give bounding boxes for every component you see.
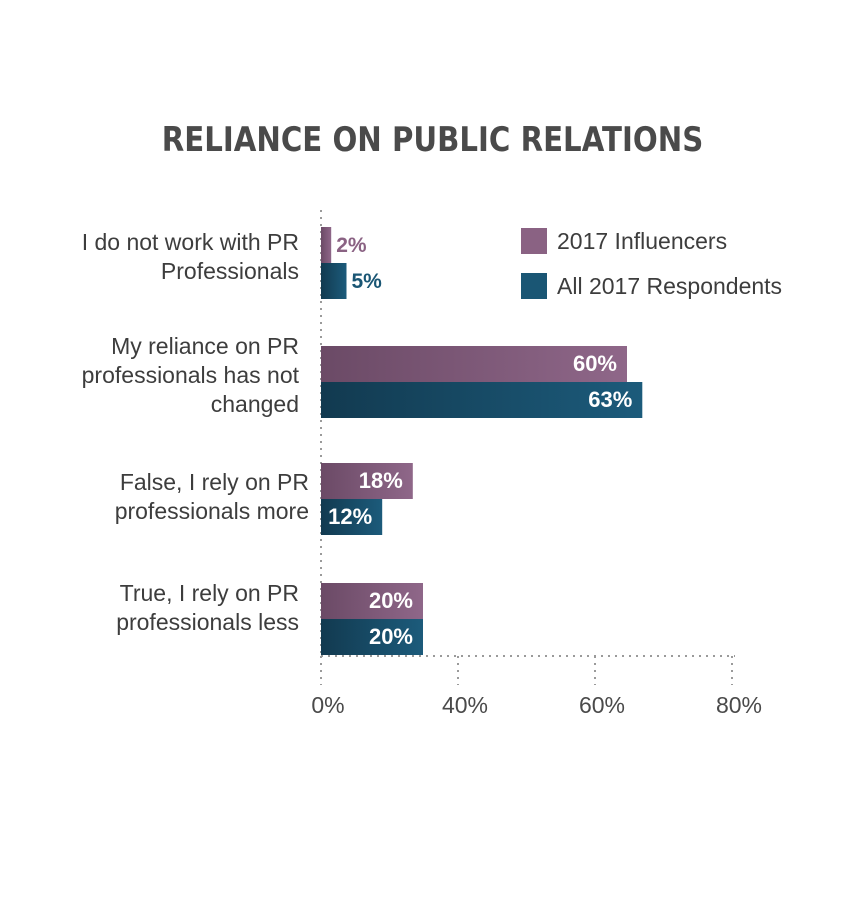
bar <box>321 382 643 418</box>
bar <box>321 463 413 499</box>
legend-swatch <box>521 228 547 254</box>
bar <box>321 263 347 299</box>
x-tick-label: 40% <box>442 692 488 718</box>
data-label: 20% <box>369 588 413 613</box>
data-label: 20% <box>369 624 413 649</box>
data-label: 60% <box>573 351 617 376</box>
grid-lines <box>320 210 735 685</box>
category-label: I do not work with PR Professionals <box>82 229 299 284</box>
bar <box>321 346 627 382</box>
x-tick-label: 80% <box>716 692 762 718</box>
category-label: False, I rely on PR professionals more <box>115 469 309 524</box>
data-label: 2% <box>336 234 367 257</box>
data-label: 18% <box>359 468 403 493</box>
bars <box>321 227 643 655</box>
category-label: True, I rely on PR professionals less <box>116 580 299 635</box>
data-label: 5% <box>352 270 383 293</box>
legend-swatch <box>521 273 547 299</box>
category-label: My reliance on PR professionals has not ch… <box>82 333 300 417</box>
x-tick-label: 0% <box>311 692 344 718</box>
bar <box>321 619 423 655</box>
labels: 0% 40% 60% 80% I do not work with PR Professi… <box>82 229 762 718</box>
legend-label: 2017 Influencers <box>557 228 727 254</box>
legend-label: All 2017 Respondents <box>557 273 782 299</box>
data-label: 12% <box>328 504 372 529</box>
x-tick-label: 60% <box>579 692 625 718</box>
bar <box>321 499 383 535</box>
legend: 2017 Influencers All 2017 Respondents <box>521 228 782 299</box>
bar <box>321 227 332 263</box>
data-label: 63% <box>588 387 632 412</box>
chart-title: RELIANCE ON PUBLIC RELATIONS <box>161 120 704 160</box>
bar <box>321 583 423 619</box>
